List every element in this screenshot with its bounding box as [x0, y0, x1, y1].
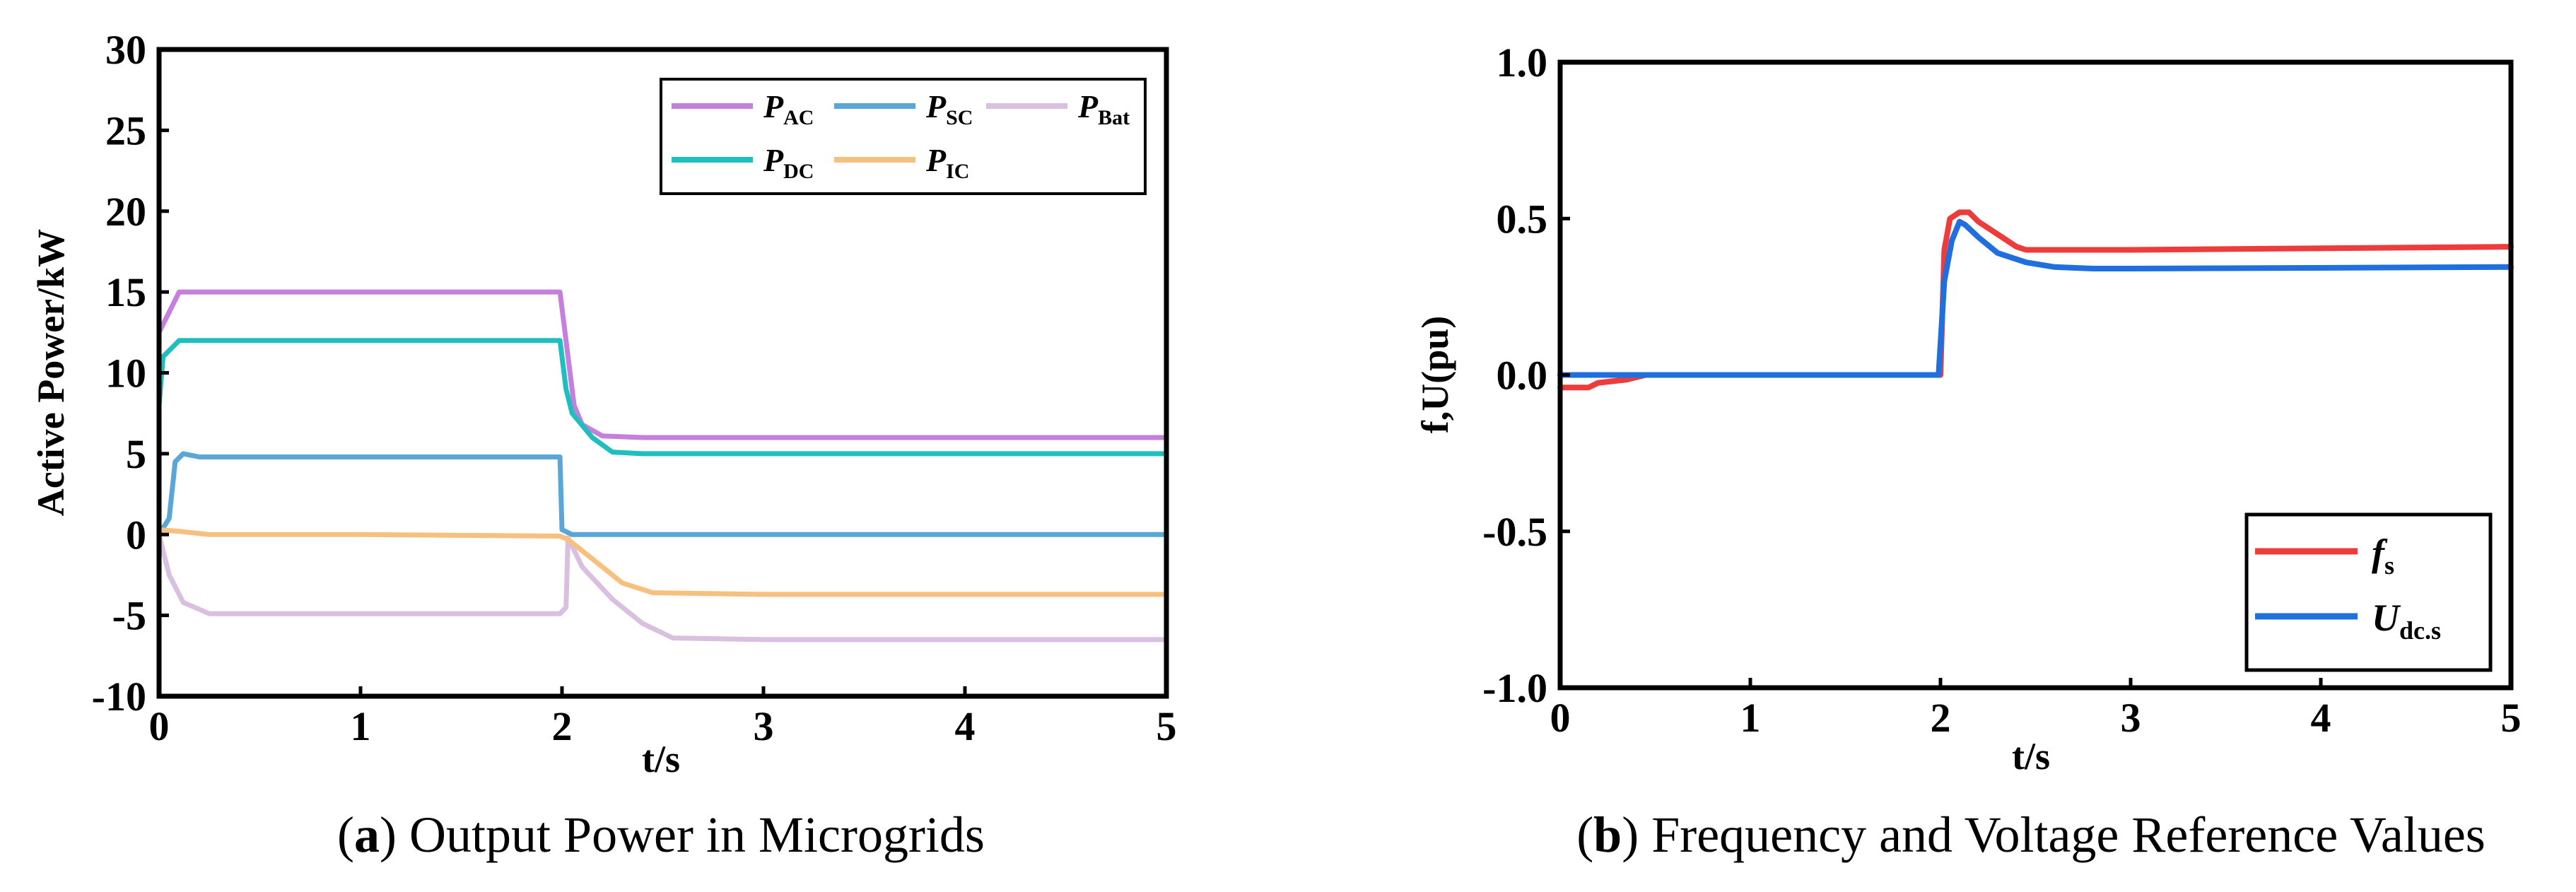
legend-label-u-dc-s: Udc.s: [2372, 597, 2441, 645]
y-tick-label: 15: [105, 269, 146, 315]
x-tick-label: 5: [1157, 703, 1177, 749]
x-tick-label: 3: [2121, 695, 2141, 741]
x-tick-label: 0: [149, 703, 170, 749]
panel-a: 0 1 2 3 4 5 -10 -5 0 5 10 15 20 25 30 t/s Active Powe…: [30, 27, 1177, 863]
legend-item-u-dc-s: Udc.s: [2255, 597, 2441, 645]
series-line-p-dc: [156, 338, 1169, 457]
x-tick-label: 0: [1550, 695, 1571, 741]
panel-a-caption: (a) Output Power in Microgrids: [337, 806, 985, 863]
y-tick-label: -5: [112, 593, 146, 639]
panel-b-legend: fs Udc.s: [2244, 512, 2493, 672]
y-tick-label: 0.5: [1497, 196, 1548, 242]
panel-a-legend: PAC PSC PBat PDC PIC: [660, 78, 1147, 195]
x-tick-label: 1: [351, 703, 371, 749]
legend-label-p-sc: PSC: [925, 88, 973, 129]
y-tick-label: 30: [105, 27, 146, 73]
y-tick-label: 0: [126, 512, 146, 558]
panel-b: 0 1 2 3 4 5 1.0 0.5 0.0 -0.5 -1.0 t/s f,U(pu) fs …: [1414, 40, 2522, 863]
legend-item-p-bat: PBat: [986, 88, 1130, 129]
series-line-u-dc-s: [1557, 218, 2514, 378]
series-line-f-s: [1557, 209, 2514, 391]
legend-item-p-ac: PAC: [672, 88, 814, 129]
y-tick-label: -1.0: [1482, 665, 1547, 711]
x-tick-label: 1: [1740, 695, 1761, 741]
panel-b-x-axis-label: t/s: [2012, 735, 2050, 777]
legend-label-p-dc: PDC: [763, 142, 814, 183]
x-tick-label: 3: [754, 703, 774, 749]
panel-b-series: [1557, 209, 2514, 391]
x-tick-label: 2: [552, 703, 573, 749]
legend-label-f-s: fs: [2372, 532, 2394, 580]
panel-a-x-ticks: 0 1 2 3 4 5: [149, 686, 1177, 749]
panel-b-y-axis-label: f,U(pu): [1414, 316, 1456, 434]
panel-b-caption: (b) Frequency and Voltage Reference Valu…: [1576, 806, 2486, 863]
panel-a-legend-box: [660, 78, 1147, 195]
series-line-p-bat: [156, 532, 1169, 642]
y-tick-label: 10: [105, 351, 146, 397]
x-tick-label: 5: [2501, 695, 2522, 741]
y-tick-label: 5: [126, 431, 146, 477]
panel-b-legend-box: [2244, 512, 2493, 672]
panel-a-y-axis-label: Active Power/kW: [30, 229, 72, 516]
panel-a-x-axis-label: t/s: [642, 738, 680, 780]
panel-a-y-ticks: -10 -5 0 5 10 15 20 25 30: [92, 27, 169, 720]
y-tick-label: 0.0: [1497, 353, 1548, 399]
panel-a-series: [156, 289, 1169, 642]
legend-label-p-ac: PAC: [763, 88, 814, 129]
y-tick-label: 1.0: [1497, 40, 1548, 86]
y-tick-label: -0.5: [1482, 509, 1547, 555]
legend-item-p-sc: PSC: [834, 88, 973, 129]
legend-label-p-ic: PIC: [925, 142, 969, 183]
legend-label-p-bat: PBat: [1077, 88, 1130, 129]
legend-item-f-s: fs: [2255, 532, 2394, 580]
y-tick-label: -10: [92, 674, 146, 720]
x-tick-label: 4: [2311, 695, 2331, 741]
legend-item-p-ic: PIC: [834, 142, 969, 183]
series-line-p-sc: [156, 451, 1169, 537]
y-tick-label: 25: [105, 107, 146, 153]
x-tick-label: 4: [955, 703, 976, 749]
x-tick-label: 2: [1931, 695, 1951, 741]
legend-item-p-dc: PDC: [672, 142, 814, 183]
panel-b-x-ticks: 0 1 2 3 4 5: [1550, 678, 2522, 741]
panel-b-y-ticks: 1.0 0.5 0.0 -0.5 -1.0: [1482, 40, 1570, 711]
series-line-p-ic: [156, 527, 1169, 597]
y-tick-label: 20: [105, 189, 146, 235]
series-line-p-ac: [156, 289, 1169, 440]
